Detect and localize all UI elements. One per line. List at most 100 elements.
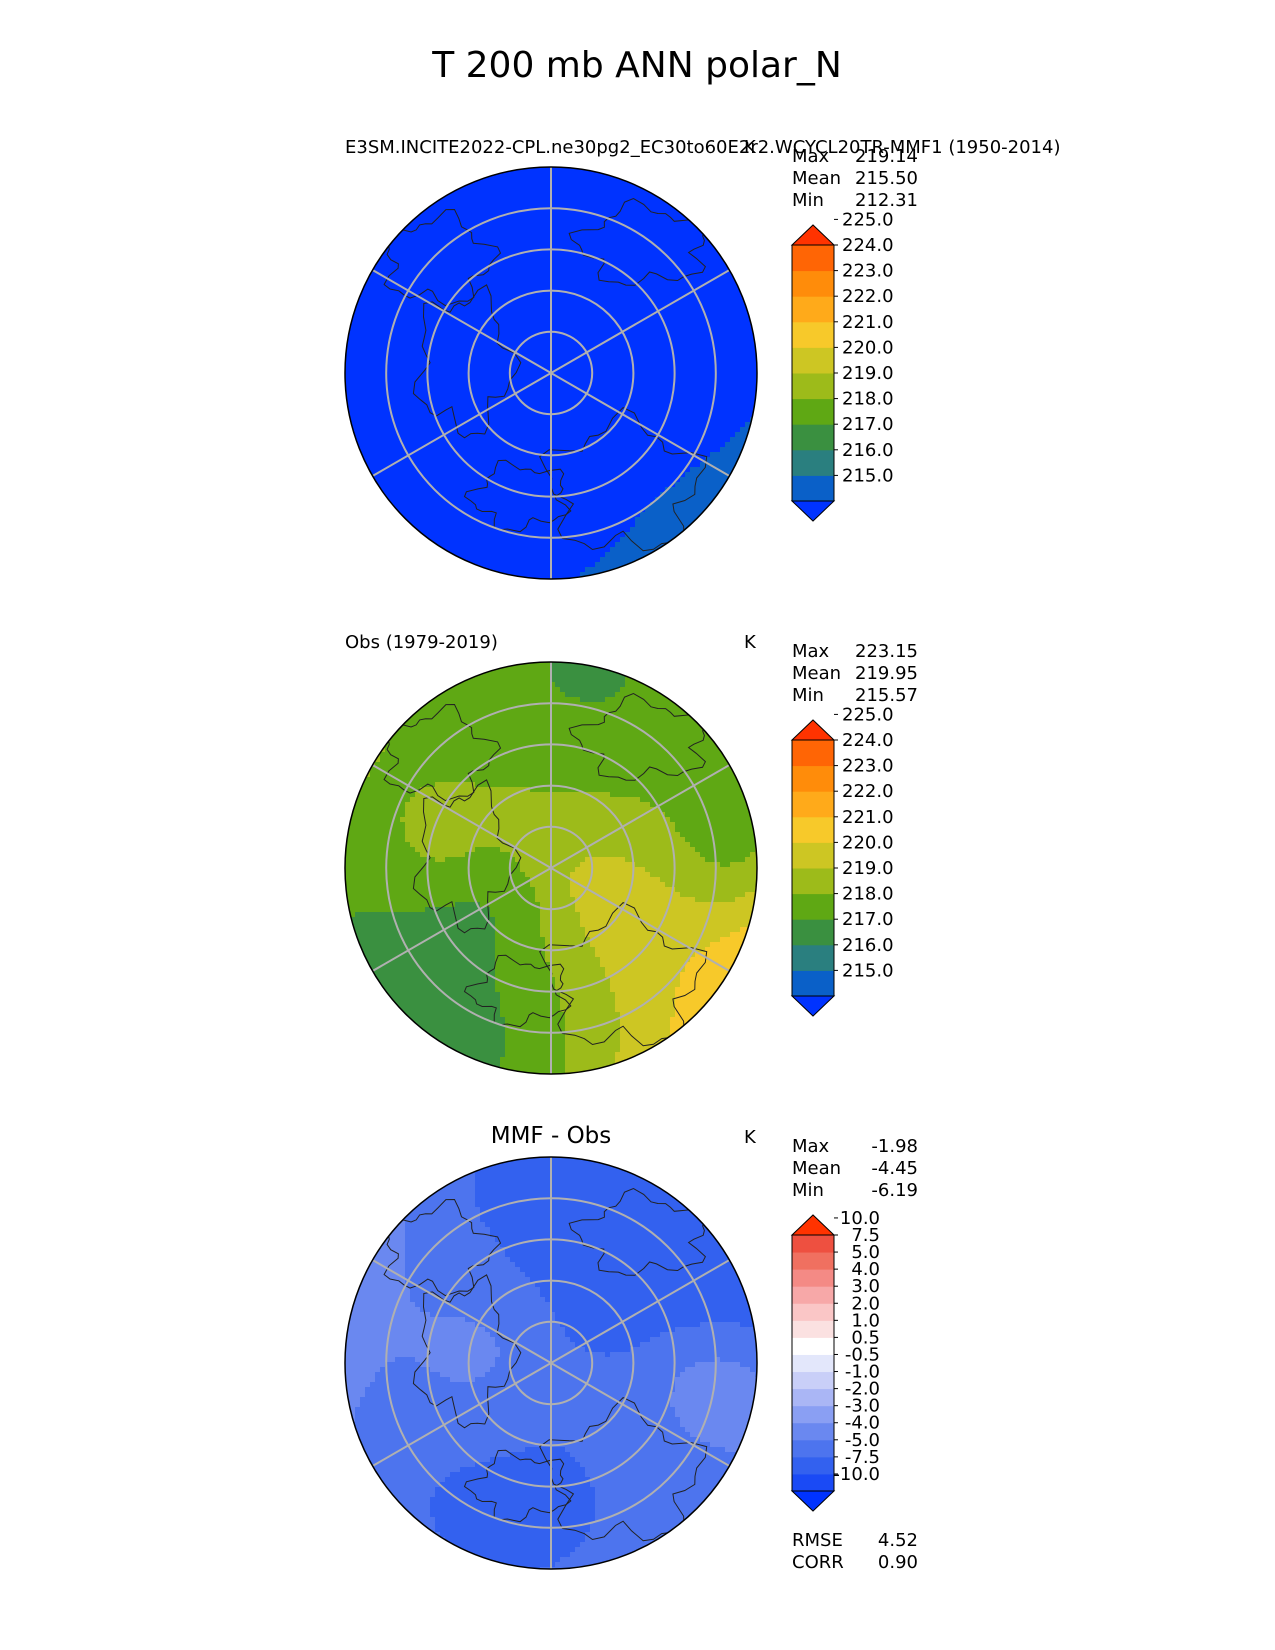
field-cell xyxy=(520,352,526,358)
field-cell xyxy=(420,337,426,343)
field-cell xyxy=(590,222,596,228)
field-cell xyxy=(640,342,646,348)
field-cell xyxy=(380,377,386,383)
field-cell xyxy=(405,292,411,298)
field-cell xyxy=(555,427,561,433)
field-cell xyxy=(465,202,471,208)
field-cell xyxy=(540,372,546,378)
field-cell xyxy=(660,327,666,333)
field-cell xyxy=(560,322,566,328)
field-cell xyxy=(605,272,611,278)
field-cell xyxy=(605,277,611,283)
field-cell xyxy=(390,342,396,348)
field-cell xyxy=(690,427,696,433)
field-cell xyxy=(355,362,361,368)
field-cell xyxy=(640,307,646,313)
field-cell xyxy=(675,372,681,378)
field-cell xyxy=(735,297,741,303)
field-cell xyxy=(565,272,571,278)
field-cell xyxy=(570,192,576,198)
field-cell xyxy=(620,372,626,378)
field-cell xyxy=(425,287,431,293)
field-cell xyxy=(570,217,576,223)
field-cell xyxy=(395,422,401,428)
field-cell xyxy=(495,487,501,493)
field-cell xyxy=(610,342,616,348)
field-cell xyxy=(580,292,586,298)
field-cell xyxy=(615,392,621,398)
field-cell xyxy=(420,437,426,443)
field-cell xyxy=(655,492,661,498)
field-cell xyxy=(665,447,671,453)
field-cell xyxy=(540,427,546,433)
field-cell xyxy=(715,417,721,423)
field-cell xyxy=(585,272,591,278)
field-cell xyxy=(440,457,446,463)
field-cell xyxy=(585,287,591,293)
field-cell xyxy=(565,192,571,198)
field-cell xyxy=(715,307,721,313)
field-cell xyxy=(385,417,391,423)
field-cell xyxy=(730,387,736,393)
field-cell xyxy=(450,297,456,303)
field-cell xyxy=(530,277,536,283)
field-cell xyxy=(405,497,411,503)
field-cell xyxy=(535,387,541,393)
field-cell xyxy=(620,217,626,223)
field-cell xyxy=(635,262,641,268)
field-cell xyxy=(480,332,486,338)
field-cell xyxy=(510,242,516,248)
field-cell xyxy=(405,242,411,248)
field-cell xyxy=(410,267,416,273)
field-cell xyxy=(500,487,506,493)
field-cell xyxy=(505,352,511,358)
field-cell xyxy=(435,202,441,208)
field-cell xyxy=(610,422,616,428)
field-cell xyxy=(720,447,726,453)
field-cell xyxy=(585,237,591,243)
field-cell xyxy=(575,287,581,293)
field-cell xyxy=(470,472,476,478)
field-cell xyxy=(545,422,551,428)
field-cell xyxy=(525,277,531,283)
field-cell xyxy=(670,317,676,323)
field-cell xyxy=(405,357,411,363)
field-cell xyxy=(595,232,601,238)
field-cell xyxy=(645,407,651,413)
field-cell xyxy=(365,327,371,333)
field-cell xyxy=(530,397,536,403)
field-cell xyxy=(605,217,611,223)
field-cell xyxy=(470,367,476,373)
field-cell xyxy=(710,287,716,293)
field-cell xyxy=(585,342,591,348)
field-cell xyxy=(720,372,726,378)
field-cell xyxy=(715,447,721,453)
field-cell xyxy=(450,467,456,473)
field-cell xyxy=(675,497,681,503)
field-cell xyxy=(605,342,611,348)
field-cell xyxy=(405,322,411,328)
field-cell xyxy=(360,447,366,453)
field-cell xyxy=(440,467,446,473)
field-cell xyxy=(510,377,516,383)
field-cell xyxy=(610,372,616,378)
field-cell xyxy=(475,247,481,253)
field-cell xyxy=(635,402,641,408)
field-cell xyxy=(620,267,626,273)
field-cell xyxy=(450,212,456,218)
field-cell xyxy=(410,397,416,403)
field-cell xyxy=(465,187,471,193)
field-cell xyxy=(445,222,451,228)
field-cell xyxy=(510,307,516,313)
field-cell xyxy=(575,322,581,328)
field-cell xyxy=(650,437,656,443)
field-cell xyxy=(740,342,746,348)
field-cell xyxy=(460,427,466,433)
field-cell xyxy=(535,262,541,268)
field-cell xyxy=(375,282,381,288)
field-cell xyxy=(370,467,376,473)
field-cell xyxy=(485,427,491,433)
field-cell xyxy=(555,332,561,338)
field-cell xyxy=(725,322,731,328)
field-cell xyxy=(600,432,606,438)
